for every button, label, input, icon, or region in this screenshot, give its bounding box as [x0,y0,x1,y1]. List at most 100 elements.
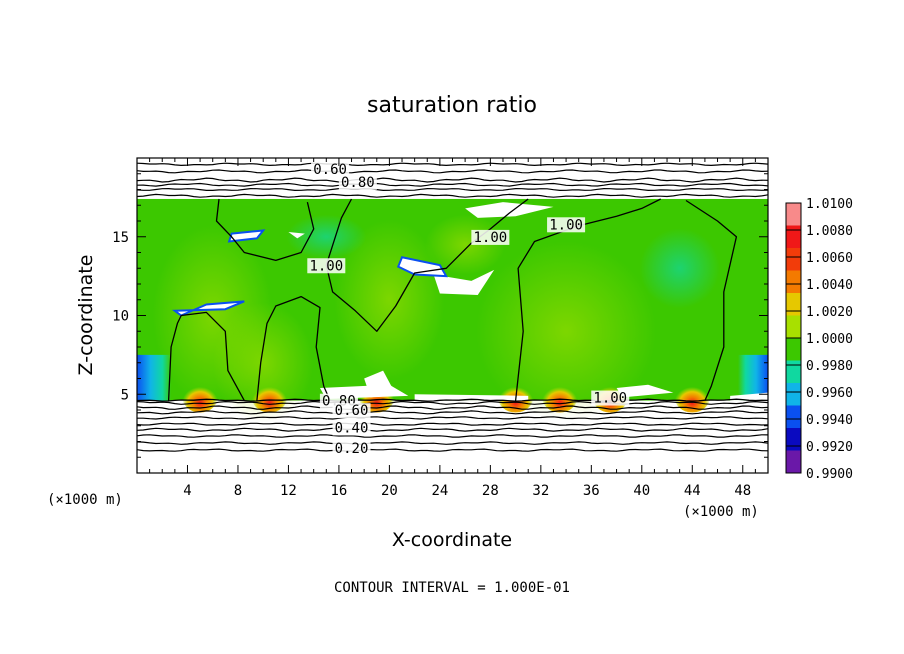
lower-contour-line [137,448,768,452]
out-of-range-region [174,301,245,316]
x-tick-label: 48 [734,483,751,499]
x-axis-label: X-coordinate [392,529,512,551]
blob-rim [227,229,266,243]
out-of-range-region [730,392,768,401]
y-tick-label: 5 [121,387,129,403]
contour-label: 1.00 [309,258,343,274]
cool-patch [639,228,720,309]
colorbar-label: 1.0100 [806,197,853,212]
contour-label-bg [471,229,510,245]
colorbar-swatch [786,203,801,226]
chart-title: saturation ratio [367,93,537,118]
y-tick-label: 10 [112,309,129,325]
contour-label-bg [547,217,586,233]
out-of-range-region [288,232,305,239]
colorbar-swatch [786,225,801,249]
colorbar-label: 1.0060 [806,251,853,266]
unity-contour-line [167,311,245,401]
x-tick-label: 32 [532,483,549,499]
colorbar-swatch [786,293,801,316]
colorbar-swatch [786,270,801,294]
upper-contour-line [137,187,768,192]
colorbar-swatch [786,450,801,474]
lower-contour-line [137,427,768,432]
contour-label: 0.20 [335,441,369,457]
x-tick-label: 24 [431,483,448,499]
colorbar-label: 1.0040 [806,278,853,293]
colorbar-label: 0.9920 [806,440,853,455]
lower-contour-line [137,422,768,426]
warm-patch [476,241,657,422]
y-axis-ticks: 5 10 15 [112,173,768,458]
x-tick-label: 36 [583,483,600,499]
colorbar-swatch [786,338,801,361]
contour-label-bg [338,174,377,190]
x-tick-label: 12 [280,483,297,499]
lower-contour-line [137,405,768,410]
contour-label-bg [307,258,346,274]
contour-label: 1.00 [593,391,627,407]
contour-label: 1.00 [549,217,583,233]
contour-label-bg [332,420,371,436]
y-axis-unit: (×1000 m) [47,492,123,508]
right-edge-undersaturation [738,354,768,401]
upper-contour-line [137,177,768,183]
out-of-range-region [433,269,495,296]
colorbar-label: 1.0080 [806,224,853,239]
out-of-range-region [414,394,529,401]
unity-contour-line [215,198,315,262]
x-tick-label: 16 [330,483,347,499]
x-tick-label: 4 [183,483,191,499]
unity-contour-line [256,295,331,401]
upper-contour-line [137,182,768,187]
supersaturation-hotspot [541,380,578,413]
x-tick-label: 8 [234,483,242,499]
x-axis-unit: (×1000 m) [683,504,759,520]
colorbar-label: 0.9940 [806,413,853,428]
supersaturation-hotspot [251,380,288,413]
unity-contour-line [514,198,661,401]
lower-contour-line [137,434,768,438]
x-tick-label: 28 [482,483,499,499]
colorbar-label: 1.0000 [806,332,853,347]
contour-interval-note: CONTOUR INTERVAL = 1.000E-01 [334,580,570,596]
out-of-range-region [465,202,554,218]
supersaturation-hotspot [182,380,219,413]
lower-contour-line [137,441,768,445]
contour-label-bg [591,390,630,406]
upper-contour-line [137,162,768,167]
cloud-base-contour [137,398,768,402]
blob-rim [171,300,245,317]
contour-label: 0.60 [313,162,347,178]
saturation-field [137,198,768,423]
colorbar-label: 0.9900 [806,467,853,482]
x-tick-label: 40 [633,483,650,499]
contour-label-bg [311,162,350,178]
lower-contour-line [137,416,768,420]
lower-contour-line [137,400,768,405]
contour-label-bg [332,403,371,419]
blob-rim [396,256,448,278]
x-tick-label: 44 [684,483,701,499]
contour-label: 0.40 [335,420,369,436]
warm-patch [425,214,506,275]
colorbar-swatch [786,383,801,406]
lower-contour-line [137,410,768,415]
contour-label: 0.60 [335,403,369,419]
y-axis-label: Z-coordinate [75,255,97,376]
out-of-range-region [616,384,674,398]
contour-label-bg [332,440,371,456]
contour-labels: 0.600.801.001.001.001.000.800.600.400.20 [307,162,630,457]
colorbar-label: 0.9960 [806,386,853,401]
colorbar-swatch [786,315,801,339]
x-axis-ticks: 4 8 12 16 20 24 28 32 36 40 44 48 [149,158,756,499]
contour-label: 1.00 [474,230,508,246]
colorbar-label: 0.9980 [806,359,853,374]
colorbar-swatch [786,405,801,429]
y-tick-label: 15 [112,230,129,246]
contour-label: 0.80 [341,175,375,191]
colorbar-swatch [786,248,801,271]
left-edge-undersaturation [137,354,171,401]
unity-contour-line [685,199,738,401]
